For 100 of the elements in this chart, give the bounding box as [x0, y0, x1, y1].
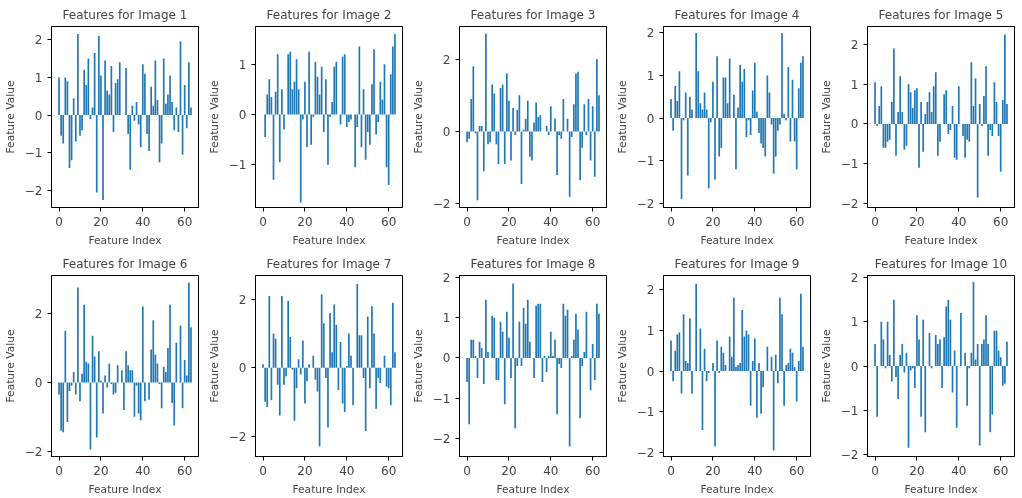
x-axis-title: Feature Index	[88, 482, 162, 496]
y-axis-title: Feature Value	[615, 329, 629, 403]
x-tick-label: 20	[909, 463, 925, 478]
y-tick-label: 1	[646, 323, 655, 338]
x-tick-label: 20	[909, 214, 925, 229]
y-tick-label: 0	[238, 107, 247, 122]
x-tick-label: 40	[339, 214, 355, 229]
x-tick-label: 40	[135, 214, 151, 229]
x-axis-title: Feature Index	[904, 233, 978, 247]
y-tick-label: 2	[34, 306, 43, 321]
x-tick-label: 60	[177, 463, 193, 478]
x-tick-label: 60	[789, 214, 805, 229]
y-axis-title: Feature Value	[411, 80, 425, 154]
x-tick-label: 20	[501, 214, 517, 229]
chart-title: Features for Image 4	[674, 7, 800, 22]
y-tick-label: −1	[432, 391, 451, 406]
x-tick-label: 20	[93, 463, 109, 478]
y-tick-label: 1	[850, 77, 859, 92]
y-tick-label: −1	[24, 146, 43, 161]
y-tick-label: 0	[646, 364, 655, 379]
x-tick-label: 60	[993, 463, 1009, 478]
y-tick-label: −1	[840, 157, 859, 172]
x-tick-label: 20	[297, 463, 313, 478]
y-tick-label: 0	[442, 124, 451, 139]
x-tick-label: 40	[747, 463, 763, 478]
x-tick-label: 20	[297, 214, 313, 229]
y-tick-label: −2	[432, 431, 451, 446]
x-tick-label: 60	[585, 214, 601, 229]
y-tick-label: 2	[34, 33, 43, 48]
y-tick-label: −2	[432, 197, 451, 212]
y-axis-title: Feature Value	[615, 80, 629, 154]
x-axis-title: Feature Index	[700, 233, 774, 247]
y-axis-title: Feature Value	[411, 329, 425, 403]
x-tick-label: 60	[585, 463, 601, 478]
y-tick-label: 2	[442, 52, 451, 67]
x-tick-label: 0	[667, 214, 675, 229]
x-tick-label: 0	[463, 214, 471, 229]
y-tick-label: 0	[34, 375, 43, 390]
y-tick-label: 1	[646, 68, 655, 83]
y-tick-label: 1	[34, 70, 43, 85]
y-tick-label: 2	[646, 283, 655, 298]
x-axis-title: Feature Index	[496, 233, 570, 247]
x-axis-title: Feature Index	[292, 482, 366, 496]
y-tick-label: −1	[840, 403, 859, 418]
y-axis-title: Feature Value	[207, 329, 221, 403]
y-tick-label: −1	[636, 154, 655, 169]
y-tick-label: −1	[636, 405, 655, 420]
y-axis-title: Feature Value	[3, 329, 17, 403]
x-tick-label: 40	[543, 463, 559, 478]
x-tick-label: 40	[135, 463, 151, 478]
x-tick-label: 60	[177, 214, 193, 229]
y-tick-label: 0	[442, 351, 451, 366]
chart-title: Features for Image 10	[874, 256, 1008, 271]
y-tick-label: 0	[850, 117, 859, 132]
chart-title: Features for Image 7	[266, 256, 392, 271]
x-axis-title: Feature Index	[292, 233, 366, 247]
y-tick-label: 2	[442, 271, 451, 286]
x-tick-label: 20	[501, 463, 517, 478]
x-tick-label: 0	[259, 463, 267, 478]
x-axis-title: Feature Index	[904, 482, 978, 496]
x-tick-label: 20	[705, 214, 721, 229]
x-axis-title: Feature Index	[496, 482, 570, 496]
y-tick-label: 2	[238, 292, 247, 307]
y-tick-label: −2	[636, 196, 655, 211]
x-tick-label: 0	[871, 463, 879, 478]
x-axis-title: Feature Index	[88, 233, 162, 247]
x-tick-label: 20	[705, 463, 721, 478]
y-tick-label: −2	[228, 429, 247, 444]
y-tick-label: 2	[850, 271, 859, 286]
chart-title: Features for Image 6	[62, 256, 188, 271]
x-tick-label: 0	[871, 214, 879, 229]
x-tick-label: 20	[93, 214, 109, 229]
x-tick-label: 40	[951, 463, 967, 478]
y-tick-label: 0	[238, 361, 247, 376]
y-axis-title: Feature Value	[3, 80, 17, 154]
x-tick-label: 0	[667, 463, 675, 478]
y-tick-label: 1	[238, 57, 247, 72]
x-tick-label: 60	[789, 463, 805, 478]
x-tick-label: 60	[381, 463, 397, 478]
x-tick-label: 40	[339, 463, 355, 478]
y-tick-label: 2	[850, 37, 859, 52]
y-tick-label: −2	[840, 197, 859, 212]
y-tick-label: −1	[228, 158, 247, 173]
chart-title: Features for Image 3	[470, 7, 596, 22]
y-tick-label: 0	[646, 111, 655, 126]
y-tick-label: 0	[34, 108, 43, 123]
y-tick-label: 0	[850, 359, 859, 374]
y-tick-label: 1	[442, 311, 451, 326]
x-tick-label: 60	[993, 214, 1009, 229]
y-tick-label: −2	[24, 444, 43, 459]
x-axis-title: Feature Index	[700, 482, 774, 496]
chart-title: Features for Image 2	[266, 7, 392, 22]
y-axis-title: Feature Value	[819, 80, 833, 154]
x-tick-label: 0	[259, 214, 267, 229]
y-axis-title: Feature Value	[819, 329, 833, 403]
x-tick-label: 40	[543, 214, 559, 229]
x-tick-label: 40	[747, 214, 763, 229]
y-tick-label: −2	[24, 184, 43, 199]
chart-title: Features for Image 9	[674, 256, 800, 271]
y-tick-label: −2	[636, 445, 655, 460]
